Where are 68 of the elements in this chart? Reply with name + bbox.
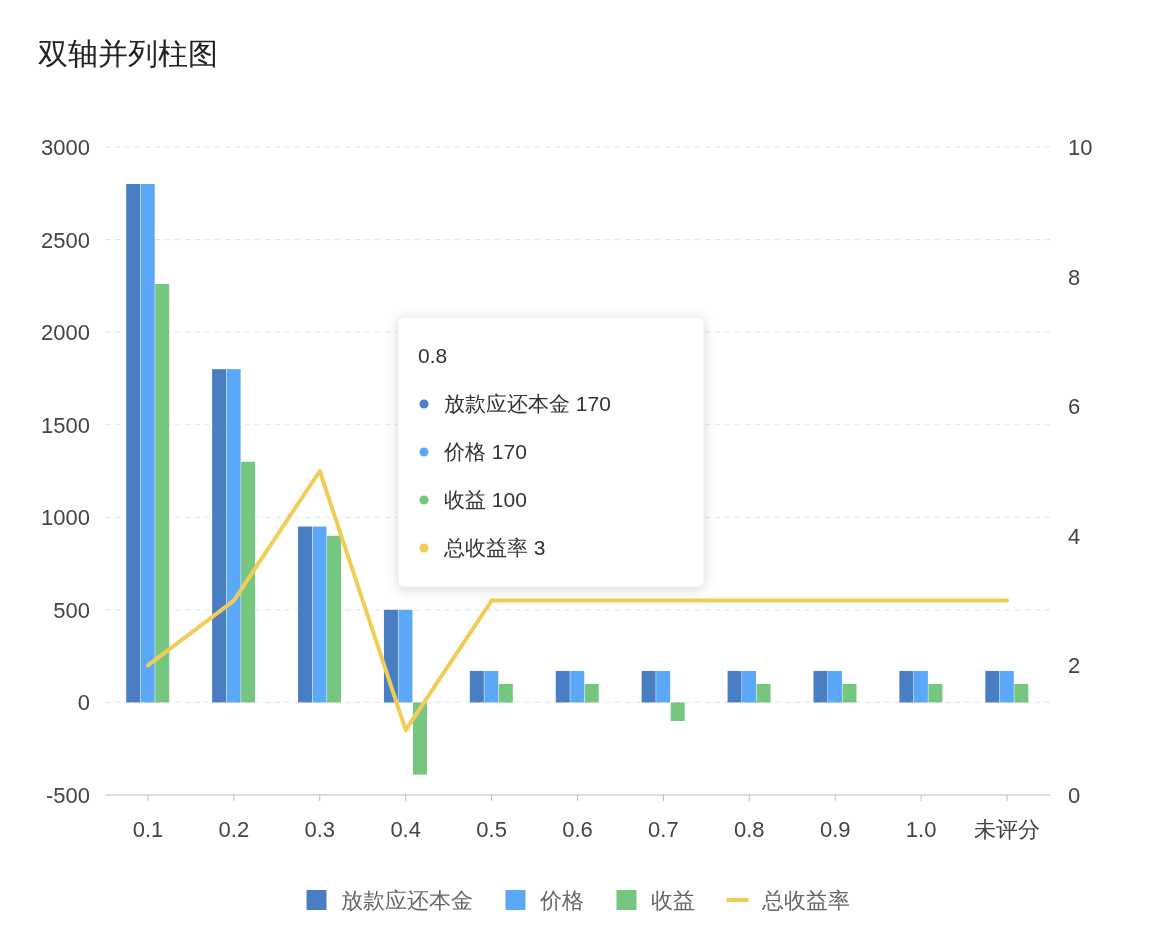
bar <box>398 609 413 703</box>
bar <box>555 670 570 703</box>
annotation: 收益 100 <box>444 488 527 511</box>
bar <box>641 670 656 703</box>
bar <box>999 670 1014 703</box>
bar <box>498 683 513 703</box>
bar <box>913 670 928 703</box>
y2-tick-label: 4 <box>1068 523 1081 549</box>
bar <box>212 369 227 703</box>
x-tick-label: 0.8 <box>734 817 765 842</box>
x-tick-label: 1.0 <box>905 817 937 842</box>
bar <box>985 670 1000 703</box>
bar <box>412 702 427 775</box>
bar <box>570 670 585 703</box>
annotation: 价格 170 <box>443 440 527 463</box>
annotation: 总收益率 3 <box>443 536 546 559</box>
bar <box>312 526 327 703</box>
y-tick-label: 2000 <box>41 320 90 346</box>
bar <box>584 683 599 703</box>
bar <box>756 683 771 703</box>
legend-label: 总收益率 <box>760 888 850 913</box>
bar <box>813 670 828 703</box>
x-tick-label: 0.9 <box>819 817 851 842</box>
annotation: 0.8 <box>418 344 448 367</box>
x-tick-label: 0.1 <box>132 817 164 842</box>
x-tick-label: 0.7 <box>648 817 679 842</box>
bar <box>469 670 484 703</box>
bar <box>298 526 313 703</box>
x-tick-label: 0.6 <box>562 817 593 842</box>
bar <box>1014 683 1029 703</box>
bar <box>827 670 842 703</box>
y2-tick-label: 8 <box>1068 264 1081 290</box>
bar <box>727 670 742 703</box>
legend-label: 收益 <box>650 888 695 913</box>
y2-tick-label: 0 <box>1068 783 1081 808</box>
y-tick-label: 1000 <box>41 505 90 531</box>
bar <box>928 683 943 703</box>
bar <box>842 683 857 703</box>
bar <box>670 702 685 721</box>
bar <box>226 369 241 703</box>
x-tick-label: 0.5 <box>476 817 507 842</box>
x-tick-label: 0.2 <box>218 817 250 842</box>
y-tick-label: 3000 <box>41 135 90 160</box>
legend-label: 放款应还本金 <box>340 888 473 913</box>
x-tick-label: 未评分 <box>974 817 1041 842</box>
annotation: 放款应还本金 170 <box>444 392 611 415</box>
y-tick-label: 0 <box>77 690 90 716</box>
bar <box>742 670 757 703</box>
chart-title: 双轴并列柱图 <box>38 37 218 70</box>
bar <box>656 670 671 703</box>
bar <box>155 284 170 703</box>
bar <box>140 184 155 703</box>
y-tick-label: -500 <box>45 783 90 808</box>
legend-label: 价格 <box>538 888 584 913</box>
y2-tick-label: 2 <box>1068 653 1081 679</box>
y-tick-label: 2500 <box>41 227 90 253</box>
bar <box>484 670 499 703</box>
y2-tick-label: 6 <box>1068 394 1081 420</box>
line-series <box>145 469 1010 733</box>
bar <box>327 535 342 703</box>
x-tick-label: 0.4 <box>390 817 421 842</box>
y-tick-label: 1500 <box>41 412 90 438</box>
bar <box>126 184 141 703</box>
x-tick-label: 0.3 <box>304 817 336 842</box>
bar <box>241 461 256 703</box>
y-tick-label: 500 <box>53 597 90 623</box>
bar <box>899 670 914 703</box>
y2-tick-label: 10 <box>1068 135 1093 160</box>
